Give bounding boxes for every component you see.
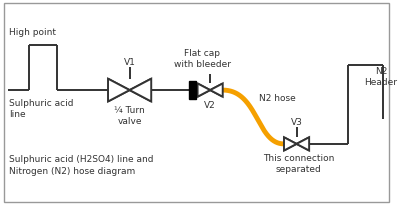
Polygon shape	[108, 79, 130, 102]
Polygon shape	[284, 138, 296, 151]
Text: N2
Header: N2 Header	[364, 66, 398, 86]
Text: N2 hose: N2 hose	[259, 94, 296, 103]
Text: V1: V1	[124, 58, 136, 67]
Text: Sulphuric acid (H2SO4) line and
Nitrogen (N2) hose diagram: Sulphuric acid (H2SO4) line and Nitrogen…	[9, 154, 153, 175]
FancyBboxPatch shape	[4, 4, 389, 202]
Text: V3: V3	[291, 117, 302, 126]
Bar	[189, 82, 196, 99]
Text: ¼ Turn
valve: ¼ Turn valve	[114, 105, 145, 125]
Text: Sulphuric acid
line: Sulphuric acid line	[9, 99, 73, 119]
Text: High point: High point	[9, 28, 56, 37]
Polygon shape	[130, 79, 151, 102]
Text: V2: V2	[204, 100, 216, 109]
Polygon shape	[296, 138, 309, 151]
Polygon shape	[210, 84, 223, 97]
Polygon shape	[198, 84, 210, 97]
Text: This connection
separated: This connection separated	[263, 153, 334, 173]
Text: Flat cap
with bleeder: Flat cap with bleeder	[174, 49, 231, 69]
